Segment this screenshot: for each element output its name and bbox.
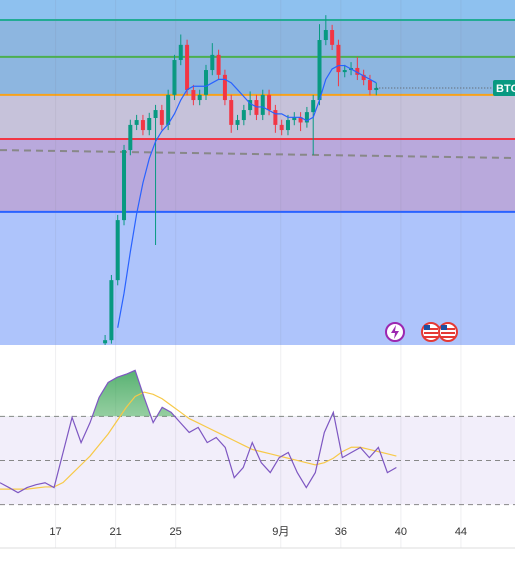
symbol-badge (493, 79, 515, 96)
candle-body (178, 44, 183, 61)
zone (0, 56, 515, 95)
candle-body (197, 94, 202, 101)
candle-body (317, 40, 322, 101)
rsi-line (0, 369, 397, 494)
candle-body (185, 44, 190, 91)
candle-body (273, 110, 278, 125)
candle-body (267, 94, 272, 111)
candle-body (260, 94, 265, 115)
candle-body (298, 117, 303, 123)
candle-body (204, 70, 208, 95)
candle-body (241, 110, 246, 121)
flag-canton (441, 325, 447, 330)
flag-canton (424, 325, 430, 330)
candle-body (166, 94, 171, 125)
candle-body (134, 120, 139, 125)
candle-body (330, 30, 335, 45)
candle-body (248, 100, 253, 111)
candle-body (292, 117, 297, 121)
x-tick-label: 21 (109, 526, 121, 538)
lightning (391, 325, 399, 339)
flag-stripes (424, 328, 455, 338)
x-tick-label: 9月 (272, 526, 289, 538)
zone (0, 139, 515, 212)
candle-body (128, 124, 133, 151)
candle-body (229, 100, 234, 125)
x-tick-label: 36 (335, 526, 347, 538)
candle-body (140, 120, 145, 131)
trend-line (0, 149, 515, 160)
candle-body (374, 87, 379, 91)
candle-body (235, 120, 240, 125)
candle-body (342, 70, 347, 73)
candle-body (311, 100, 316, 113)
candle-body (304, 112, 309, 123)
candle-body (172, 60, 177, 95)
zone (0, 0, 515, 21)
symbol-label: BTC (496, 83, 515, 95)
candle-body (191, 90, 196, 101)
rsi-band (0, 416, 515, 505)
rsi-ma (0, 391, 397, 490)
candle-body (279, 124, 284, 131)
candle-body (361, 74, 366, 81)
candle-body (103, 340, 108, 344)
moving-average (117, 64, 377, 328)
candle-body (285, 120, 290, 131)
x-tick-label: 40 (395, 526, 407, 538)
x-tick-label: 44 (455, 526, 467, 538)
x-tick-label: 17 (49, 526, 61, 538)
candle-body (159, 110, 164, 125)
price-pane: BTC (0, 0, 515, 345)
candle-body (336, 44, 341, 73)
candle-body (222, 74, 227, 101)
candle-body (109, 280, 114, 341)
candle-body (323, 30, 328, 41)
x-tick-label: 25 (170, 526, 182, 538)
event-icons (385, 322, 458, 342)
candle-body (147, 117, 152, 131)
rsi-pane: 17 21 25 9月 36 40 44 (0, 0, 515, 549)
candle-body (153, 110, 158, 118)
candle-body (355, 67, 360, 75)
zone (0, 20, 515, 57)
candle-body (216, 54, 221, 75)
candle-body (367, 80, 372, 91)
pane-separator (0, 345, 515, 348)
candle-body (115, 220, 120, 281)
candle-body (122, 150, 127, 221)
candle-body (210, 54, 215, 71)
